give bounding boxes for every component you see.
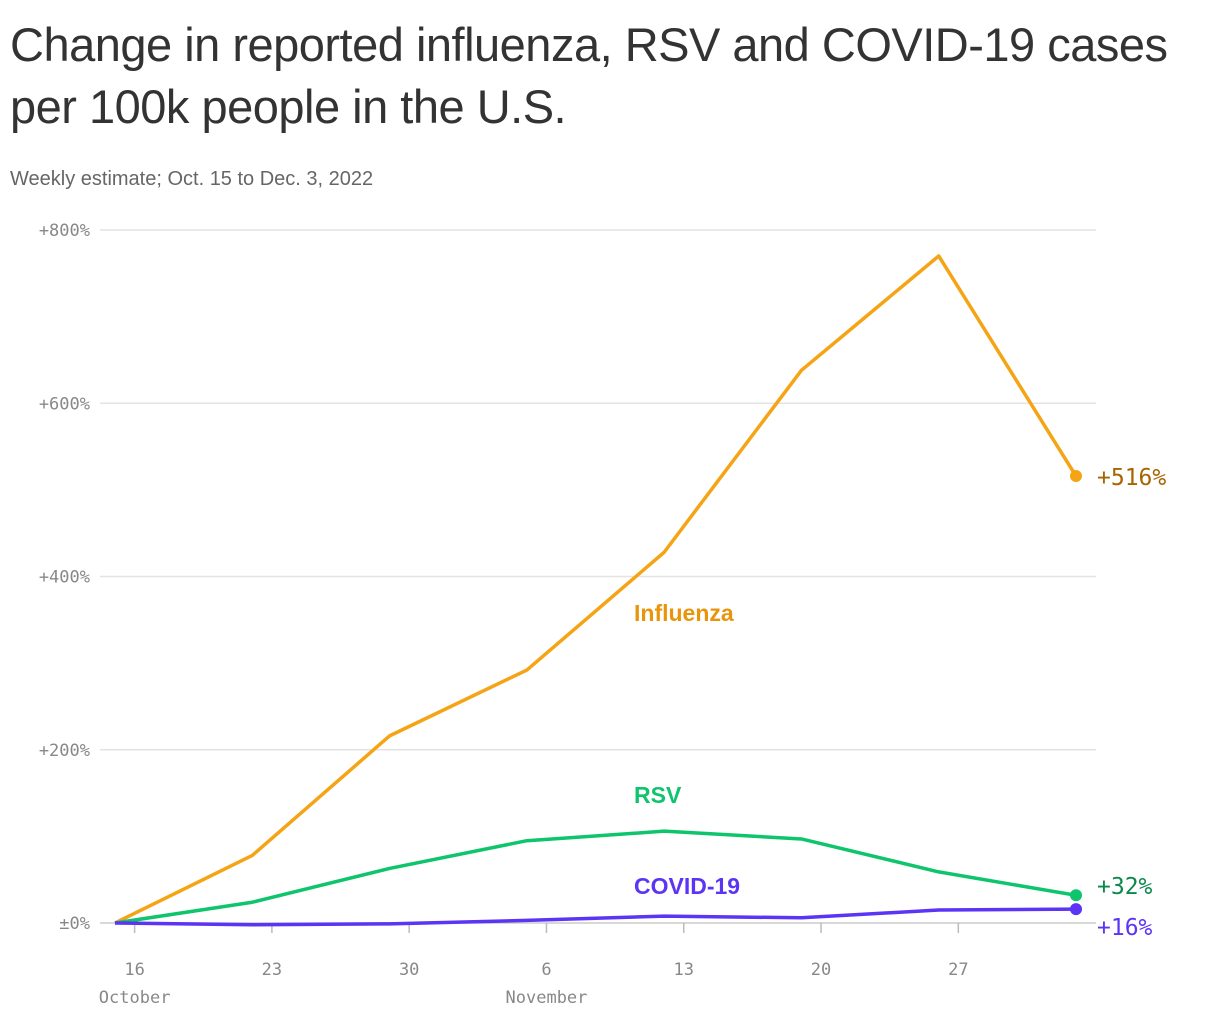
x-tick-label: 20 [811,960,831,980]
y-tick-label: +400% [39,568,90,588]
end-value-label: +516% [1097,465,1166,491]
end-point-covid-19 [1070,903,1082,916]
month-label: October [99,988,171,1008]
x-tick-label: 13 [674,960,694,980]
y-tick-label: +800% [39,221,90,241]
x-tick-label: 30 [399,960,419,980]
y-tick-label: +600% [39,394,90,414]
end-value-label: +16% [1097,915,1153,941]
x-tick-label: 23 [262,960,282,980]
end-point-influenza [1070,470,1082,483]
series-label: COVID-19 [634,873,740,899]
chart-title: Change in reported influenza, RSV and CO… [10,18,1168,133]
series-line-covid-19 [114,907,1077,927]
end-value-label: +32% [1097,874,1153,900]
y-tick-label: ±0% [59,914,90,934]
series-label: Influenza [634,600,734,626]
y-tick-label: +200% [39,741,90,761]
series-line-rsv [114,829,1077,925]
end-point-rsv [1070,889,1082,902]
series-label: RSV [634,782,682,808]
month-label: November [506,988,588,1008]
series-line-influenza [114,254,1078,925]
x-tick-label: 16 [124,960,144,980]
chart-subtitle: Weekly estimate; Oct. 15 to Dec. 3, 2022 [10,168,374,190]
x-tick-label: 6 [541,960,551,980]
x-tick-label: 27 [948,960,968,980]
